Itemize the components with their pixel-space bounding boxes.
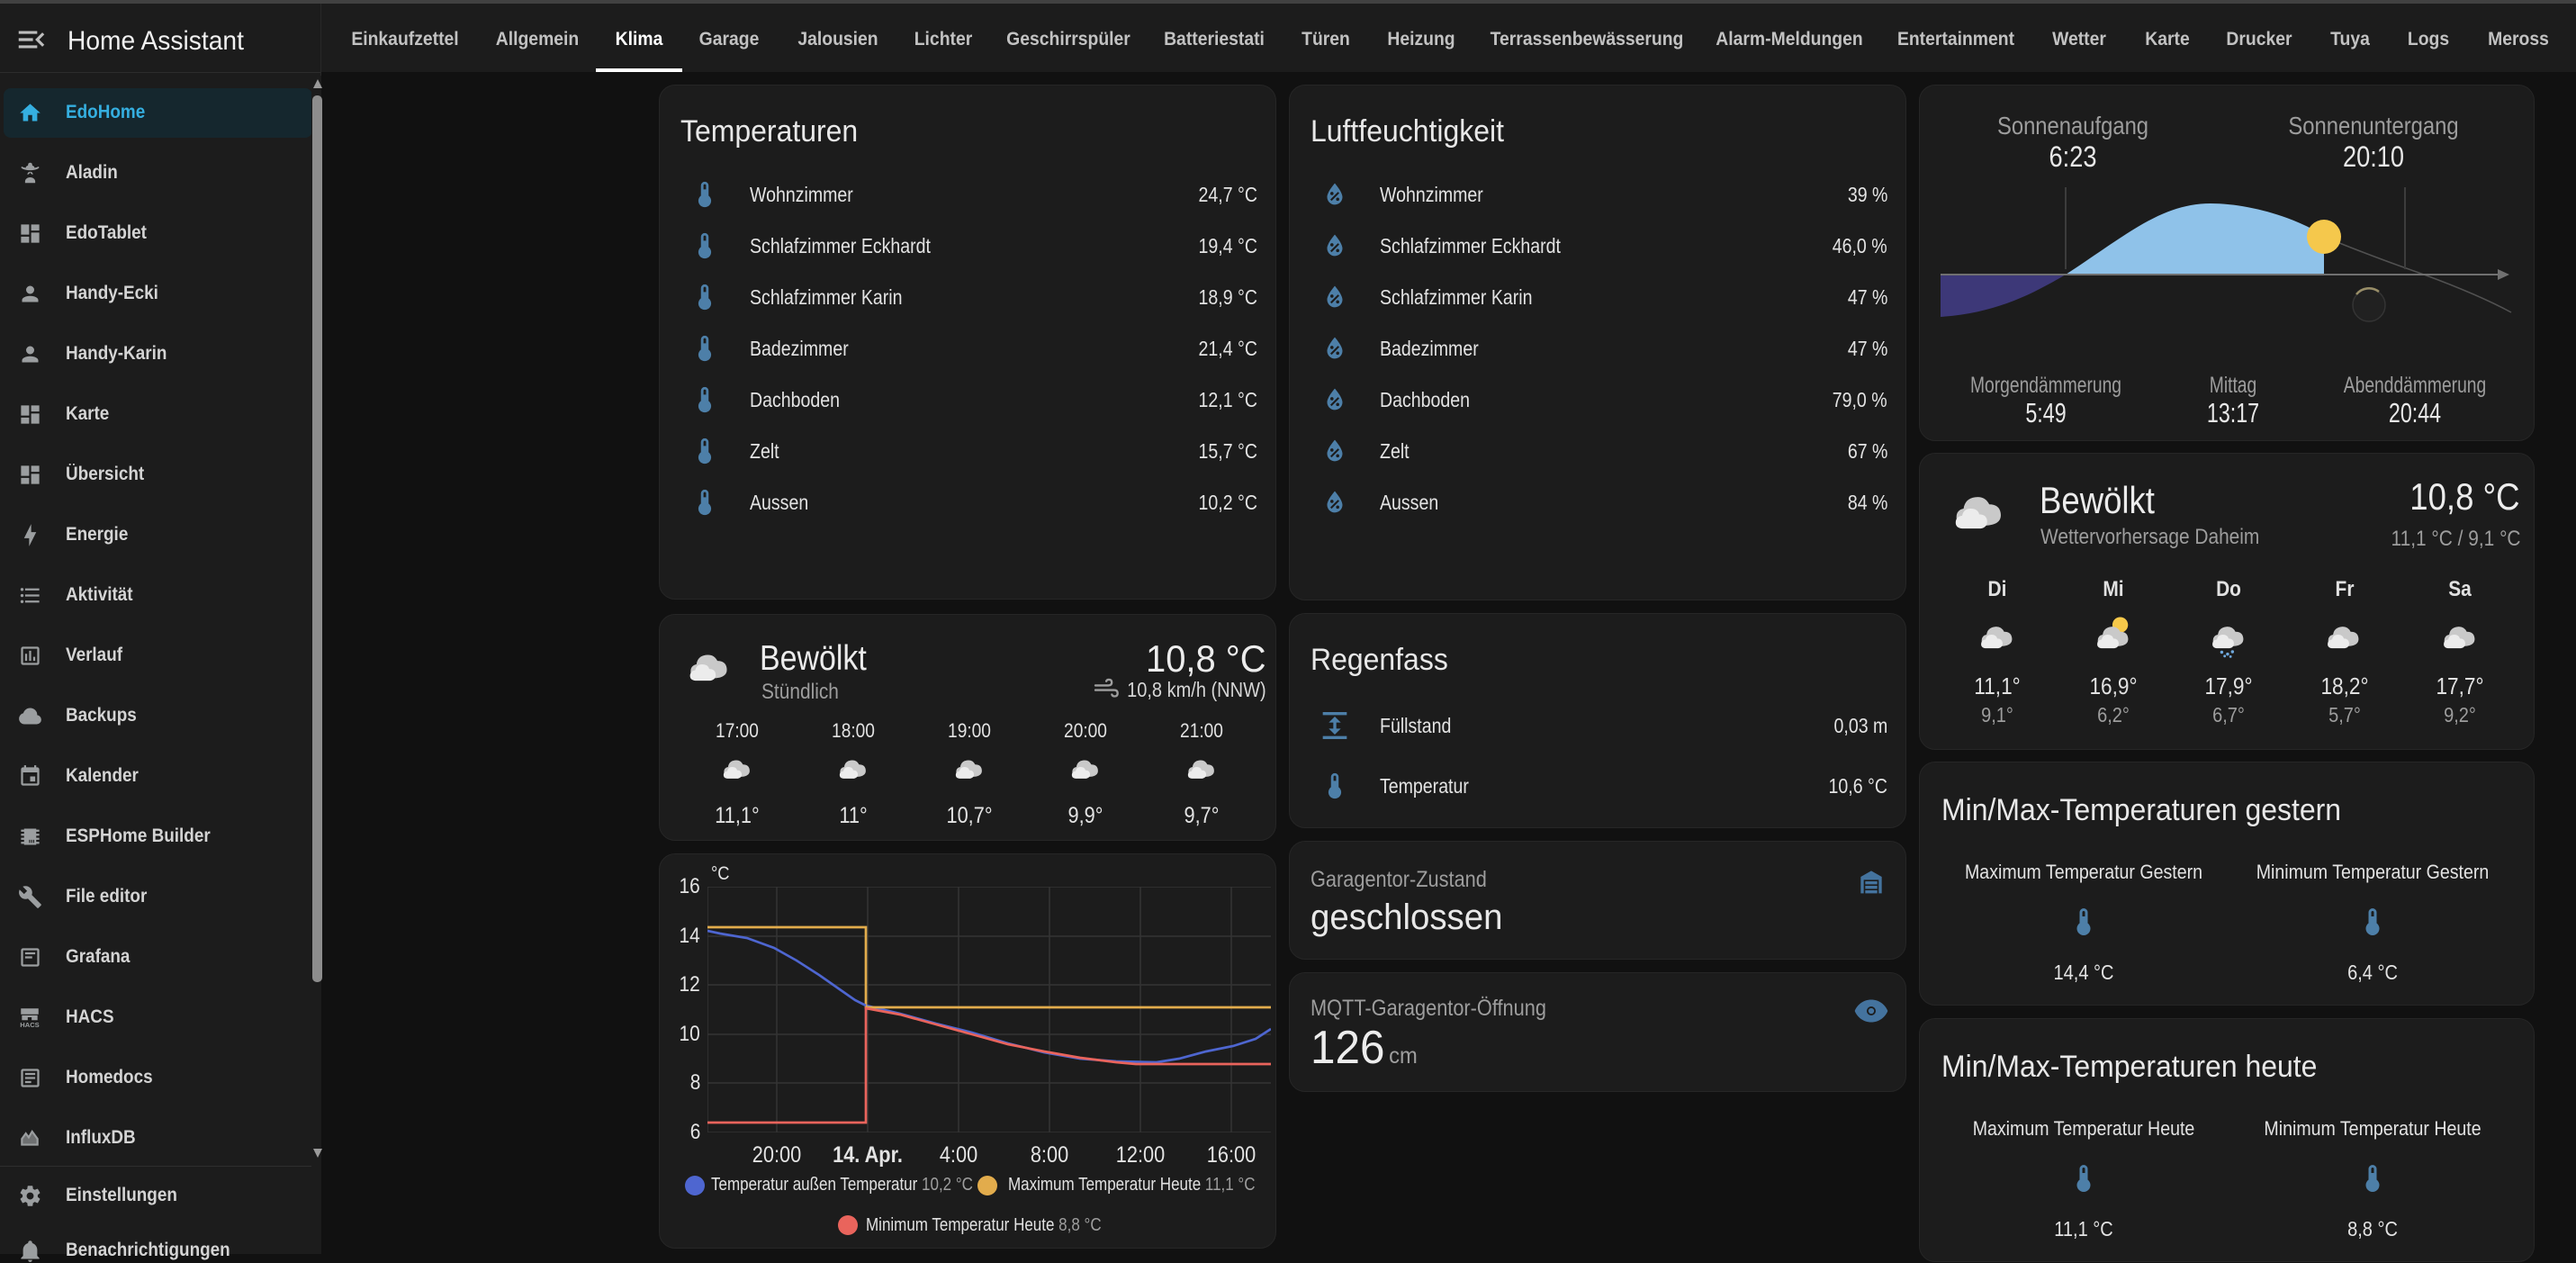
svg-text:HACS: HACS xyxy=(20,1021,39,1029)
